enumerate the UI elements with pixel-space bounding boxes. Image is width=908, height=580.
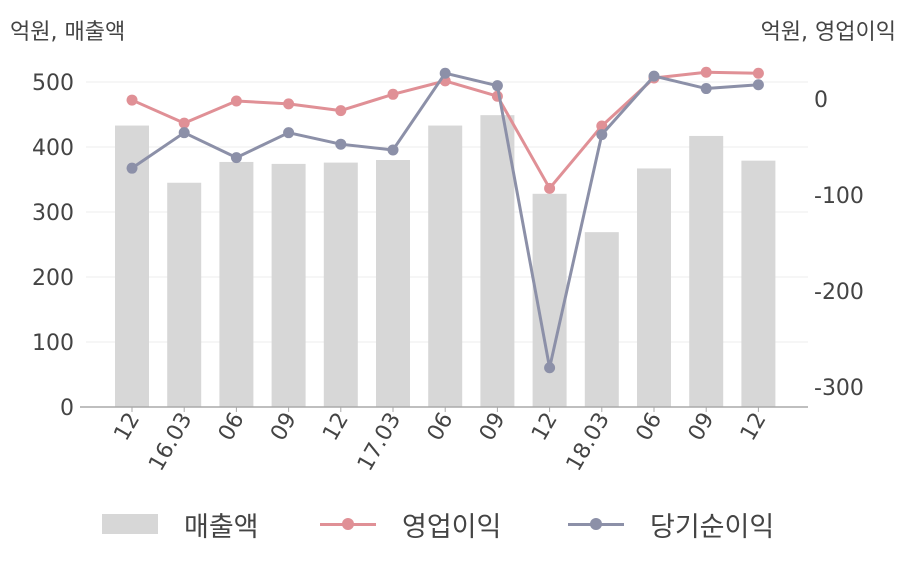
net-income-point <box>439 67 451 79</box>
x-tick-label: 06 <box>632 409 668 446</box>
operating-profit-point <box>335 105 347 117</box>
y-right-tick-label: -300 <box>814 376 864 401</box>
x-tick-label: 12 <box>318 409 354 446</box>
operating-profit-point <box>387 88 399 100</box>
revenue-bar <box>323 162 358 407</box>
operating-profit-point <box>544 182 556 194</box>
net-income-point <box>178 127 190 139</box>
revenue-bar <box>219 161 254 407</box>
x-tick-label: 09 <box>475 409 511 446</box>
legend-swatch-net-income <box>568 514 624 534</box>
net-income-point <box>544 362 556 374</box>
net-income-point <box>126 162 138 174</box>
x-tick-label: 17.03 <box>353 409 406 476</box>
net-income-point <box>387 144 399 156</box>
legend-label-net-income: 당기순이익 <box>650 511 775 543</box>
legend-label-revenue: 매출액 <box>184 511 259 543</box>
x-tick-label: 18.03 <box>562 409 615 476</box>
x-tick-label: 06 <box>423 409 459 446</box>
net-income-point <box>700 83 712 95</box>
x-tick-label: 12 <box>527 409 563 446</box>
revenue-bars <box>115 115 776 408</box>
legend: 매출액 영업이익 당기순이익 <box>0 502 908 546</box>
legend-swatch-revenue <box>102 514 158 534</box>
revenue-bar <box>167 182 202 407</box>
y-left-tick-label: 300 <box>32 201 74 226</box>
revenue-bar <box>271 163 306 407</box>
x-tick-label: 16.03 <box>144 409 197 476</box>
y-right-tick-label: -200 <box>814 280 864 305</box>
y-left-tick-label: 100 <box>32 331 74 356</box>
operating-profit-point <box>230 95 242 107</box>
axes <box>80 406 808 412</box>
net-income-point <box>283 127 295 139</box>
revenue-bar <box>741 160 776 407</box>
net-income-point <box>596 129 608 141</box>
revenue-bar <box>584 232 619 407</box>
legend-swatch-operating-profit <box>320 514 376 534</box>
y-right-tick-label: -100 <box>814 184 864 209</box>
operating-profit-point <box>700 66 712 78</box>
x-tick-label: 12 <box>110 409 146 446</box>
x-tick-label: 09 <box>266 409 302 446</box>
right-axis-unit-label: 억원, 영업이익 <box>760 20 896 45</box>
operating-profit-point <box>126 94 138 106</box>
net-income-point <box>491 80 503 92</box>
legend-item-revenue: 매출액 <box>102 502 259 546</box>
y-left-tick-label: 500 <box>32 71 74 96</box>
net-income-point <box>648 70 660 82</box>
y-left-tick-label: 400 <box>32 136 74 161</box>
y-right-tick-label: 0 <box>814 88 828 113</box>
x-tick-label: 06 <box>214 409 250 446</box>
y-left-tick-label: 200 <box>32 266 74 291</box>
legend-label-operating-profit: 영업이익 <box>402 511 502 543</box>
x-tick-label: 09 <box>684 409 720 446</box>
left-axis-unit-label: 억원, 매출액 <box>10 20 126 45</box>
x-tick-label: 12 <box>736 409 772 446</box>
operating-profit-point <box>752 67 764 79</box>
net-income-point <box>230 152 242 164</box>
operating-profit-point <box>283 98 295 110</box>
revenue-bar <box>689 135 724 407</box>
revenue-bar <box>376 160 410 407</box>
legend-item-operating-profit: 영업이익 <box>320 502 501 546</box>
profit-lines <box>126 66 764 374</box>
revenue-bar <box>637 168 671 407</box>
operating-profit-point <box>596 120 608 132</box>
net-income-point <box>752 79 764 91</box>
y-left-tick-label: 0 <box>60 396 74 421</box>
revenue-bar <box>480 115 515 408</box>
revenue-bar <box>428 125 463 408</box>
operating-profit-point <box>178 117 190 129</box>
legend-item-net-income: 당기순이익 <box>568 502 774 546</box>
net-income-point <box>335 138 347 150</box>
